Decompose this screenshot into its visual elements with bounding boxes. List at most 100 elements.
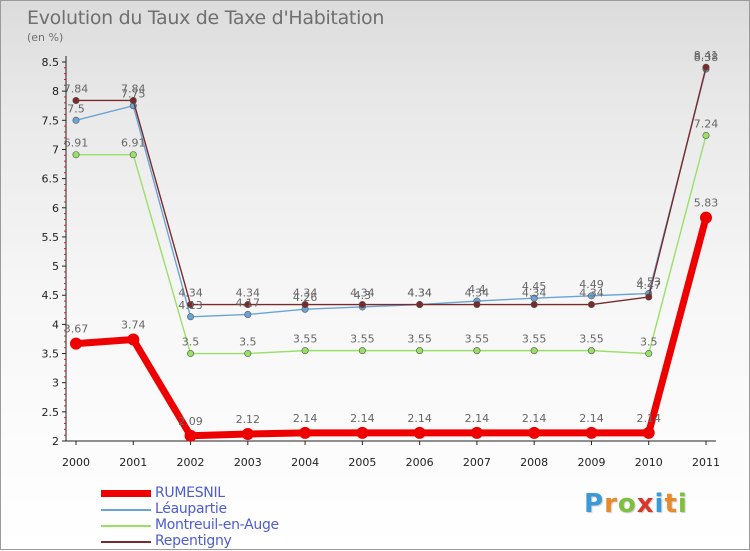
legend-swatch: [101, 509, 151, 511]
data-point: [702, 131, 710, 139]
data-point: [244, 310, 252, 318]
data-point: [473, 301, 481, 309]
data-point: [301, 347, 309, 355]
data-label: 6.91: [121, 137, 146, 150]
data-label: 4.47: [636, 279, 661, 292]
data-label: 7.84: [121, 82, 146, 95]
data-label: 6.91: [64, 137, 89, 150]
data-point: [645, 293, 653, 301]
data-point: [187, 313, 195, 321]
legend-swatch: [101, 541, 151, 543]
x-tick-label: 2011: [692, 456, 720, 469]
x-tick-label: 2005: [348, 456, 376, 469]
data-point: [356, 426, 369, 439]
data-label: 4.45: [522, 280, 547, 293]
logo-letter: x: [636, 489, 655, 519]
data-label: 7.75: [121, 88, 146, 101]
y-tick-label: 6: [52, 202, 59, 215]
data-label: 4.34: [465, 287, 490, 300]
data-point: [72, 96, 80, 104]
data-label: 4.34: [407, 287, 432, 300]
logo-letter: o: [617, 489, 637, 519]
data-point: [470, 426, 483, 439]
data-point: [585, 426, 598, 439]
data-label: 4.34: [350, 287, 375, 300]
legend-label: Repentigny: [155, 533, 232, 549]
logo-letter: P: [584, 489, 605, 519]
x-tick-label: 2010: [635, 456, 663, 469]
data-label: 4.17: [236, 296, 261, 309]
x-tick-label: 2008: [520, 456, 548, 469]
data-label: 2.14: [522, 412, 547, 425]
data-label: 3.55: [293, 333, 318, 346]
data-label: 3.55: [579, 333, 604, 346]
data-point: [530, 301, 538, 309]
data-point: [241, 428, 254, 441]
data-label: 2.14: [579, 412, 604, 425]
legend-swatch: [101, 525, 151, 527]
logo-letter: i: [677, 489, 688, 519]
data-label: 4.34: [407, 287, 432, 300]
data-label: 5.83: [694, 197, 719, 210]
data-label: 3.5: [182, 336, 200, 349]
data-point: [587, 292, 595, 300]
x-tick-label: 2001: [119, 456, 147, 469]
data-point: [244, 350, 252, 358]
data-label: 2.14: [350, 412, 375, 425]
data-label: 2.14: [293, 412, 318, 425]
data-point: [129, 151, 137, 159]
data-point: [473, 347, 481, 355]
x-tick-label: 2007: [463, 456, 491, 469]
data-label: 4.34: [293, 287, 318, 300]
series-line-rumesnil: [72, 214, 710, 440]
x-tick-label: 2009: [577, 456, 605, 469]
y-tick-label: 7: [52, 143, 59, 156]
data-point: [127, 333, 140, 346]
data-label: 3.55: [522, 333, 547, 346]
x-tick-label: 2006: [406, 456, 434, 469]
data-point: [587, 301, 595, 309]
series-line-repentigny: [75, 66, 707, 306]
data-point: [299, 426, 312, 439]
data-label: 2.14: [636, 412, 661, 425]
logo-letter: i: [654, 489, 665, 519]
data-point: [187, 301, 195, 309]
data-point: [301, 301, 309, 309]
data-label: 4.34: [178, 287, 203, 300]
data-point: [184, 429, 197, 442]
data-label: 4.34: [236, 287, 261, 300]
data-label: 4.3: [354, 289, 372, 302]
logo-letter: t: [664, 489, 678, 519]
data-point: [72, 116, 80, 124]
data-label: 4.34: [579, 287, 604, 300]
chart-title: Evolution du Taux de Taxe d'Habitation: [27, 7, 385, 29]
legend-label: RUMESNIL: [155, 485, 225, 501]
y-tick-label: 4.5: [42, 289, 60, 302]
data-label: 3.5: [640, 336, 658, 349]
data-point: [70, 337, 82, 350]
y-tick-label: 8: [52, 85, 59, 98]
data-point: [528, 426, 541, 439]
series-line-léaupartie: [75, 68, 707, 318]
data-label: 8.41: [694, 49, 719, 62]
data-point: [642, 426, 655, 439]
data-point: [530, 347, 538, 355]
x-tick-label: 2000: [62, 456, 90, 469]
x-tick-label: 2004: [291, 456, 319, 469]
data-label: 3.55: [350, 333, 375, 346]
data-label: 4.13: [178, 299, 203, 312]
y-tick-label: 5.5: [42, 231, 60, 244]
data-label: 4.34: [522, 287, 547, 300]
data-label: 3.55: [465, 333, 490, 346]
data-label: 2.12: [236, 413, 261, 426]
series-lines: [70, 63, 712, 442]
y-tick-label: 2.5: [42, 406, 60, 419]
data-point: [645, 350, 653, 358]
y-tick-label: 5: [52, 260, 59, 273]
data-point: [416, 347, 424, 355]
proxiti-logo: Proxiti: [584, 489, 688, 519]
data-point: [587, 347, 595, 355]
y-tick-label: 4: [52, 318, 59, 331]
